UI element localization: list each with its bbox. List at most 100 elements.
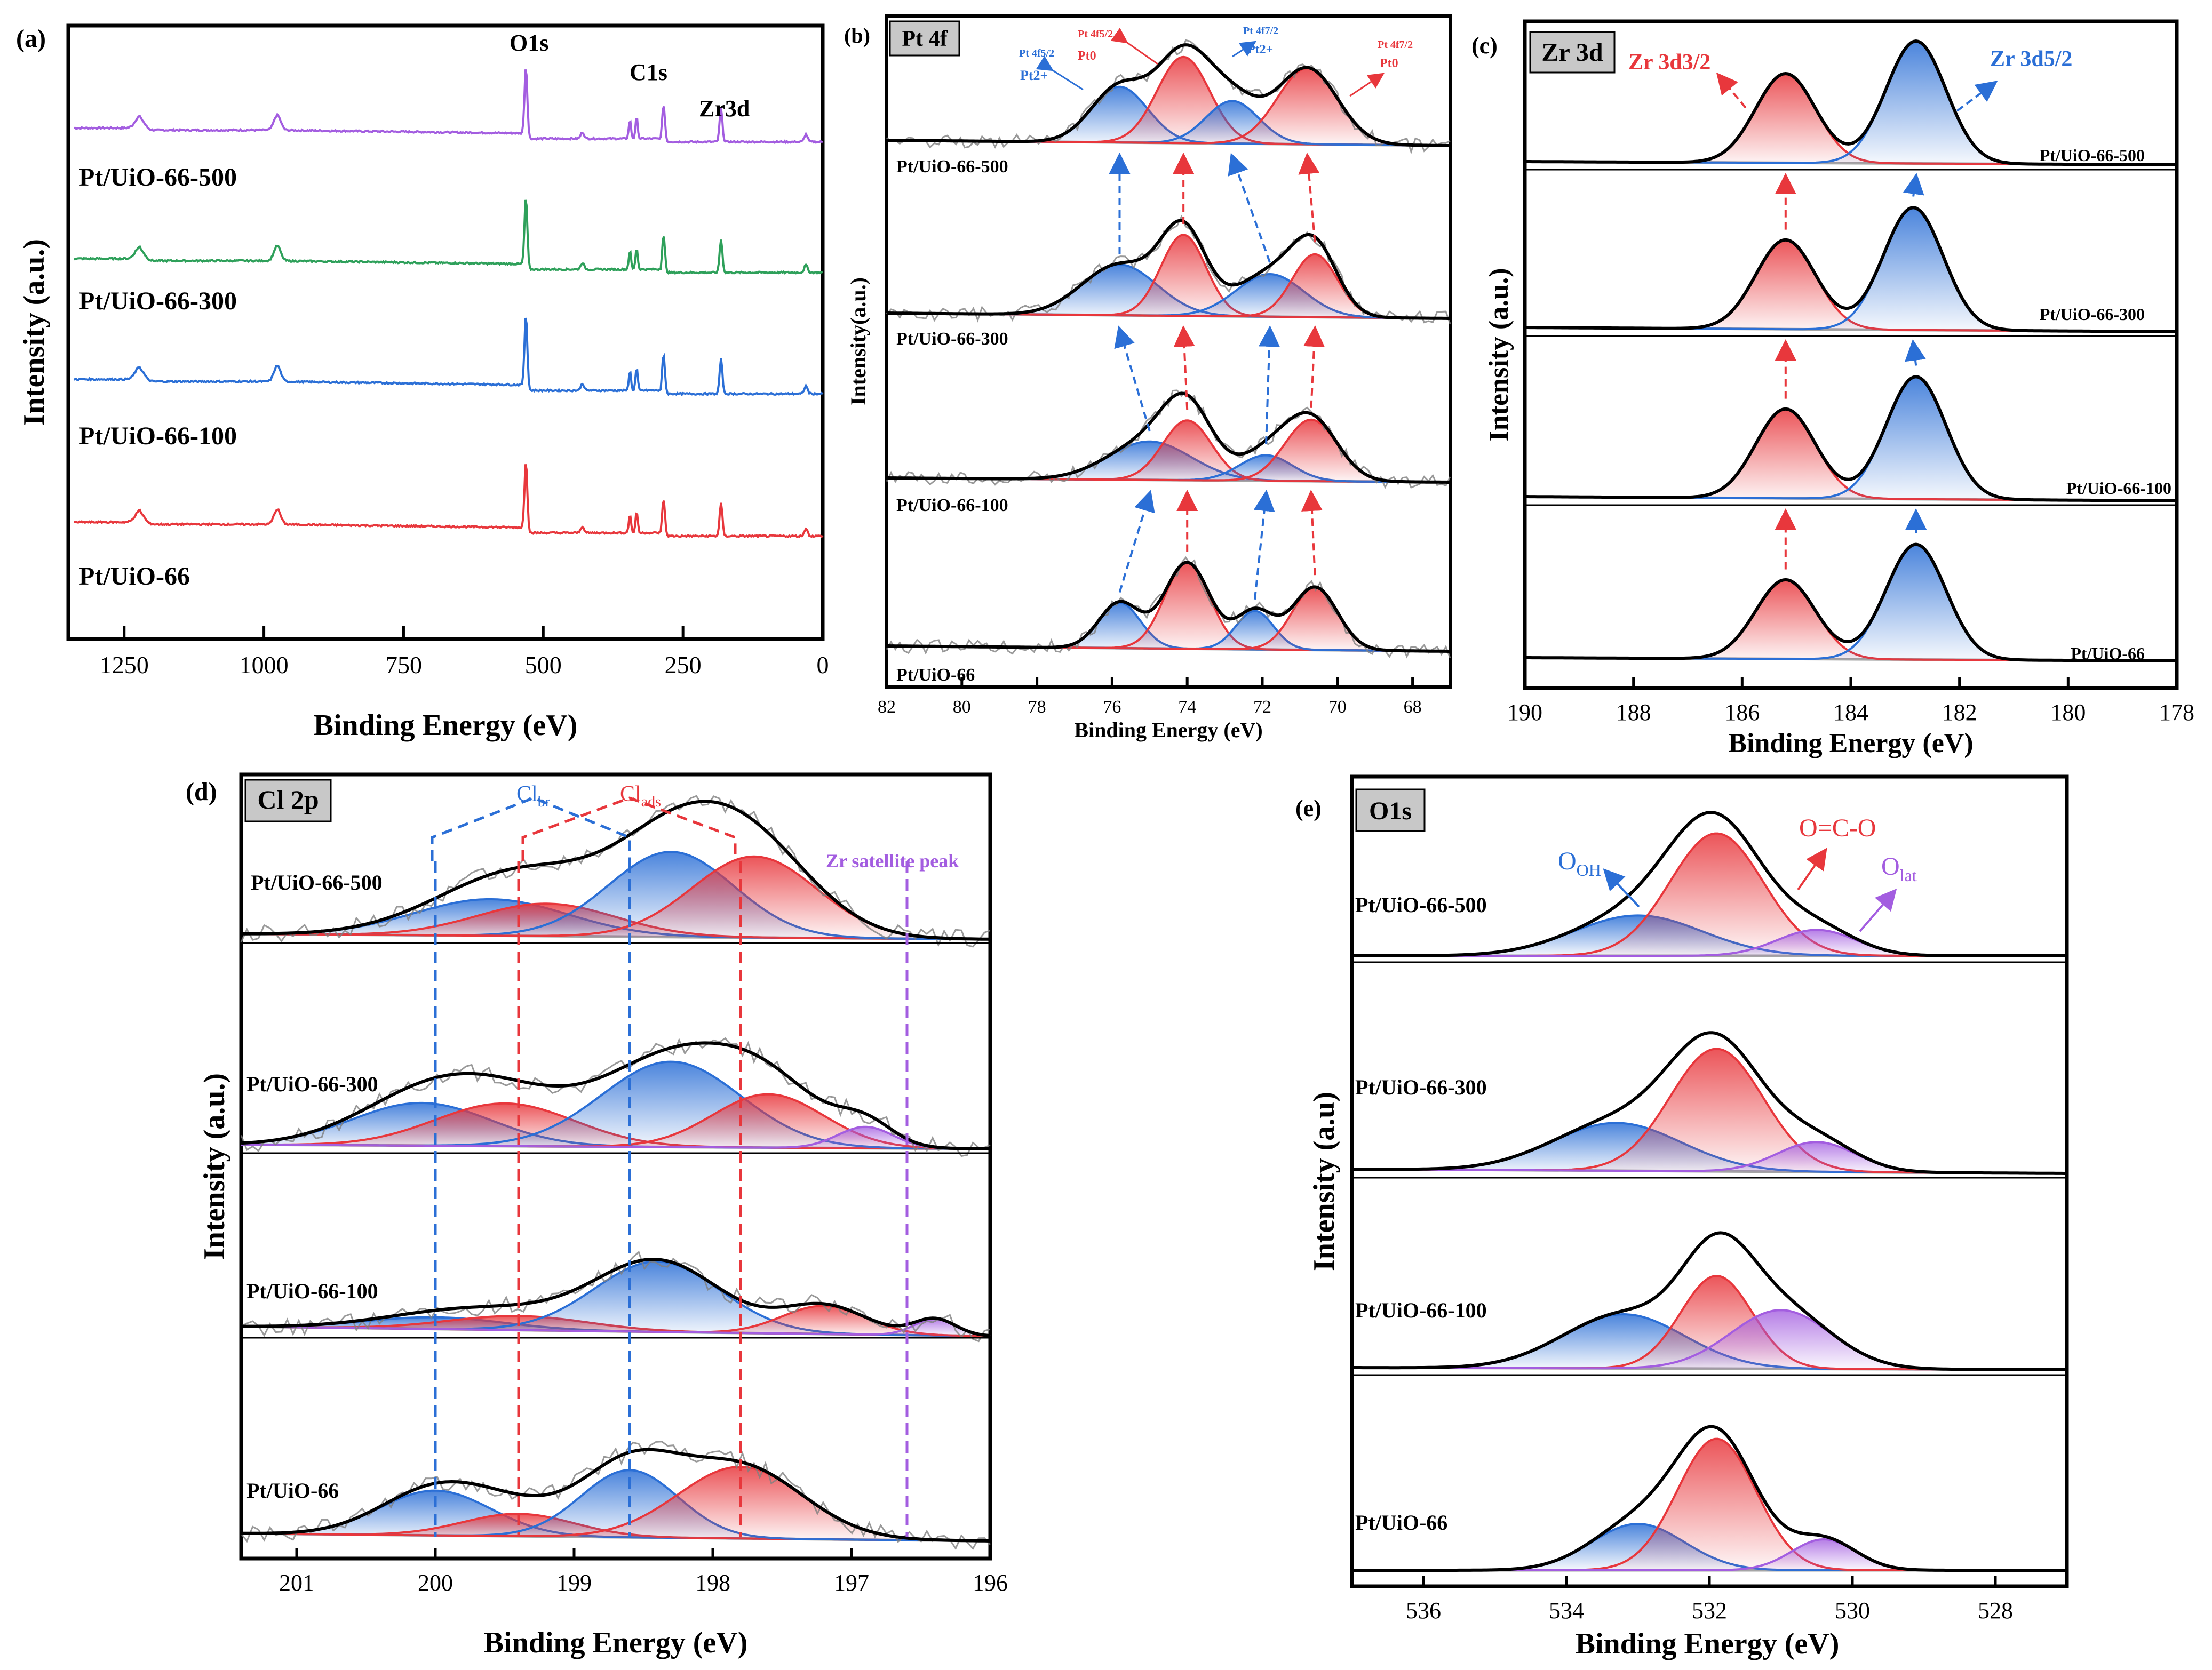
component-fill-3 — [241, 1466, 990, 1541]
panel-b-peak-pt4f52-pt2: Pt 4f5/2 — [1019, 47, 1054, 59]
envelope-line — [1525, 206, 2177, 333]
sample-3-pt-uio-66 — [240, 1441, 991, 1551]
sample-0-pt-uio-66-500 — [1524, 39, 2177, 171]
panel-c-title-box — [1529, 31, 1616, 74]
component-fill-1 — [241, 1103, 990, 1149]
x-tick-label: 500 — [525, 651, 562, 678]
panel-b-peak-pt0-b: Pt0 — [1380, 57, 1398, 70]
panel-a-peak-zr3d: Zr3d — [699, 95, 750, 122]
panel-d-sample-pristine: Pt/UiO-66 — [246, 1479, 339, 1503]
component-fill-3 — [241, 1094, 990, 1149]
panel-b-ylabel: Intensity(a.u.) — [846, 277, 870, 405]
panel-c-title: Zr 3d — [1541, 38, 1603, 67]
panel-e-title-box — [1355, 788, 1426, 832]
panel-e-o1s: (e) O1s 536 534 532 530 528 Pt/UiO-66-500 Pt… — [1295, 774, 2069, 1660]
panel-c-label-arrow-1 — [1716, 72, 1747, 109]
shift-arrow — [1905, 339, 1926, 366]
sample-2-pt-uio-66-100 — [886, 389, 1451, 489]
shift-arrow — [1118, 490, 1155, 593]
component-fill-2 — [241, 1470, 990, 1541]
panel-c-xlabel: Binding Energy (eV) — [1728, 728, 1973, 758]
sample-1-pt-uio-66-300 — [1351, 1031, 2067, 1179]
x-tick-label: 201 — [279, 1570, 314, 1596]
component-line-4 — [241, 1317, 991, 1337]
raw-data-line — [886, 389, 1451, 489]
panel-d-bracket-clbr — [431, 796, 631, 861]
shift-arrow — [1173, 325, 1195, 410]
envelope-line — [1525, 542, 2177, 662]
raw-data-line — [241, 1251, 991, 1343]
x-tick-label: 532 — [1692, 1597, 1727, 1624]
component-fill-1 — [887, 235, 1450, 318]
component-fill-1 — [887, 420, 1450, 482]
x-tick-label: 80 — [953, 697, 971, 717]
panel-c-peak-zr3d52: Zr 3d5/2 — [1990, 47, 2072, 71]
panel-d-sample-300: Pt/UiO-66-300 — [246, 1072, 378, 1096]
panel-b-label: (b) — [844, 23, 870, 47]
panel-b-frame — [885, 14, 1452, 689]
x-tick-label: 78 — [1028, 697, 1046, 717]
panel-a-peak-o1s: O1s — [510, 30, 548, 56]
component-fill-4 — [241, 1319, 990, 1336]
panel-e-label-arrow-ooh — [1603, 868, 1640, 908]
x-tick-label: 530 — [1835, 1597, 1870, 1624]
envelope-line — [1352, 1231, 2067, 1371]
x-tick-label: 534 — [1549, 1597, 1584, 1624]
panel-a-legend-100: Pt/UiO-66-100 — [79, 422, 237, 450]
panel-e-ylabel: Intensity (a.u) — [1308, 1092, 1341, 1271]
envelope-line — [241, 1041, 991, 1150]
sample-3-pt-uio-66 — [1352, 1425, 2067, 1572]
x-tick-label: 186 — [1724, 699, 1760, 725]
x-tick-label: 184 — [1833, 699, 1868, 725]
panel-d-title-box — [244, 779, 332, 822]
shift-arrow — [1903, 173, 1924, 197]
panel-b-title: Pt 4f — [902, 27, 948, 51]
component-fill-3 — [241, 1306, 990, 1336]
sample-0-pt-uio-66-500 — [886, 39, 1451, 155]
x-tick-label: 74 — [1178, 697, 1196, 717]
panel-e-title: O1s — [1369, 797, 1412, 825]
survey-line-pt-uio-66-100 — [73, 317, 824, 397]
component-fill-3 — [887, 419, 1450, 482]
component-fill-1 — [1352, 1049, 2067, 1173]
survey-line-pt-uio-66-500 — [74, 69, 823, 145]
component-fill-2 — [1352, 1310, 2067, 1370]
envelope-line — [887, 561, 1450, 653]
envelope-line — [887, 391, 1450, 484]
envelope-line — [1525, 39, 2177, 166]
component-fill-4 — [241, 1126, 990, 1149]
envelope-line — [1525, 375, 2177, 502]
component-fill-1 — [1352, 1276, 2067, 1370]
panel-d-peak-cl-ads: Clads — [620, 782, 661, 810]
panel-e-label-arrow-oco — [1797, 848, 1827, 891]
sample-1-pt-uio-66-300 — [1524, 206, 2177, 337]
component-fill-2 — [241, 1261, 990, 1336]
envelope-line — [241, 800, 991, 941]
sample-2-pt-uio-66-100 — [1351, 1231, 2067, 1376]
panel-e-peak-olat: Olat — [1881, 852, 1917, 885]
component-fill-3 — [887, 587, 1450, 651]
panel-a-frame — [66, 23, 825, 641]
x-tick-label: 250 — [665, 651, 702, 678]
component-fill-1 — [1352, 833, 2067, 956]
shift-arrow — [1228, 153, 1271, 263]
sample-1-pt-uio-66-300 — [886, 214, 1451, 324]
panel-d-frame — [239, 772, 992, 1561]
component-fill-3 — [887, 254, 1450, 318]
panel-d-sample-500: Pt/UiO-66-500 — [251, 870, 383, 894]
panel-d-sample-100: Pt/UiO-66-100 — [246, 1279, 378, 1303]
component-fill-0 — [1352, 1123, 2067, 1173]
sample-3-pt-uio-66 — [1524, 542, 2177, 662]
component-fill-0 — [1352, 1314, 2067, 1370]
x-tick-label: 196 — [973, 1570, 1008, 1596]
panel-e-peak-ooh: OOH — [1558, 847, 1601, 880]
x-tick-label: 199 — [556, 1570, 592, 1596]
panel-e-label-arrow-olat — [1859, 888, 1897, 932]
panel-d-cl2p: (d) Cl 2p 201 200 199 198 197 196 Pt/UiO-66-5… — [186, 772, 1008, 1659]
panel-d-xlabel: Binding Energy (eV) — [484, 1626, 748, 1659]
envelope-line — [241, 1448, 991, 1543]
panel-a-legend-pristine: Pt/UiO-66 — [79, 562, 190, 590]
x-tick-label: 190 — [1507, 699, 1542, 725]
panel-d-title: Cl 2p — [257, 785, 319, 814]
